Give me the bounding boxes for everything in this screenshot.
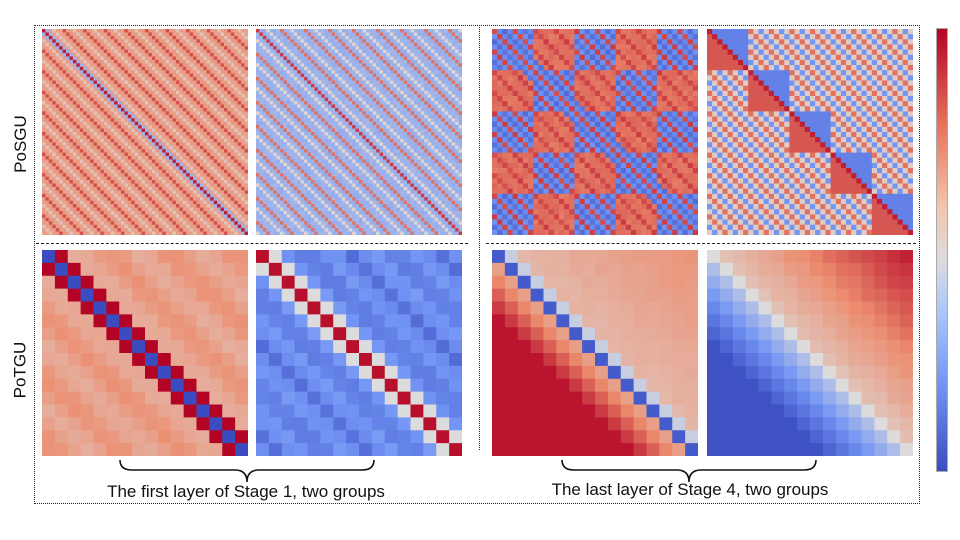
heatmap-posgu-stage4-group2 (707, 29, 913, 235)
caption-stage1: The first layer of Stage 1, two groups (107, 482, 385, 501)
heatmap-potgu-stage4-group2 (707, 250, 913, 456)
heatmap-posgu-stage1-group2 (256, 29, 462, 235)
figure-frame (34, 25, 920, 504)
caption-stage4: The last layer of Stage 4, two groups (551, 480, 829, 499)
heatmap-posgu-stage1-group1 (42, 29, 248, 235)
brace-right (561, 459, 817, 483)
heatmap-potgu-stage1-group1 (42, 250, 248, 456)
brace-left (119, 459, 375, 483)
heatmap-potgu-stage4-group1 (492, 250, 698, 456)
heatmap-potgu-stage1-group2 (256, 250, 462, 456)
colorbar (936, 28, 948, 472)
row-label-potgu: PoTGU (10, 341, 30, 399)
heatmap-posgu-stage4-group1 (492, 29, 698, 235)
row-divider-right (486, 243, 916, 244)
column-divider (479, 25, 480, 450)
row-label-posgu: PoSGU (10, 115, 30, 173)
row-divider-left (36, 243, 468, 244)
